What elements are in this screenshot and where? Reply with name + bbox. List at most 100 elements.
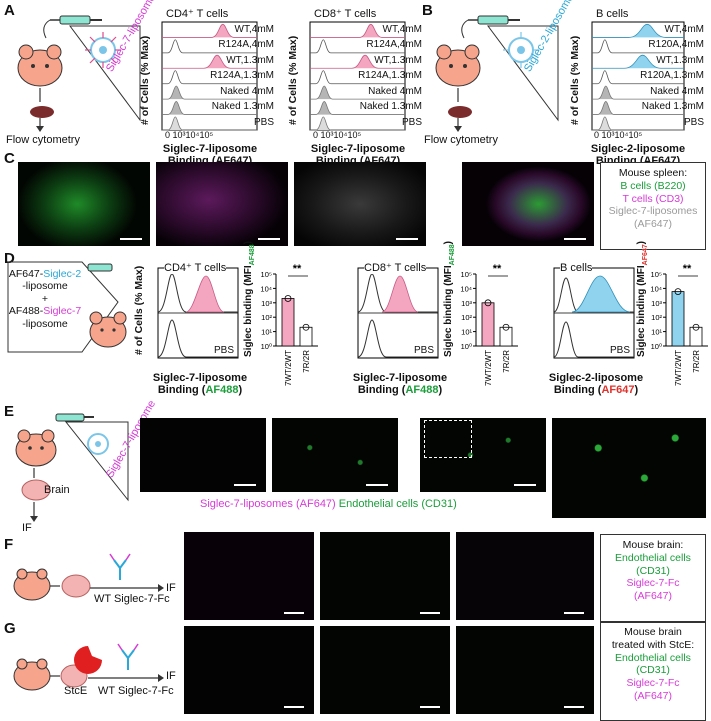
legend-f-cd31: (CD31) [636,564,670,577]
bar-tick-label: 10⁴ [650,284,662,293]
histogram-row-0 [592,23,684,38]
bar-category-label: 7WT/2WT [484,350,493,386]
histogram-row-label: Naked 1.3mM [211,101,274,113]
histogram-row-5 [310,101,405,115]
scale-bar [514,484,536,486]
histogram-row-label: PBS [253,116,274,128]
histogram-row-6 [310,116,405,131]
micrograph-f-merge [456,532,594,620]
micrograph-c-merge [462,162,594,246]
histogram-row-label: R124A,1.3mM [358,70,422,82]
bar-category-label: 7R/2R [502,350,511,373]
legend-c: Mouse spleen: B cells (B220) T cells (CD… [600,162,706,250]
ylabel-a1: # of Cells (% Max) [139,35,151,125]
bar-chart-d1: 10⁵ 10⁴ 10³ 10² 10¹ 10⁰ 7WT/2WT 7R/2R ** [260,263,318,386]
panel-label-b: B [422,2,433,19]
legend-c-af647: (AF647) [634,218,672,231]
histogram-row-4 [162,85,257,100]
ylabel-b: # of Cells (% Max) [569,35,581,125]
bar [689,326,703,347]
micrograph-f-cd31 [320,532,450,620]
bar-tick-label: 10¹ [461,328,472,337]
zoom-region-box [424,420,472,458]
bar-tick-label: 10⁰ [651,342,662,351]
syringe-icon [43,15,102,39]
mouse-injection-illustration-a [17,15,141,132]
micrograph-e-cd31 [272,418,398,492]
histogram-a1-title: CD4⁺ T cells [166,8,229,20]
histogram-row-label: R120A,4mM [648,39,704,51]
bar-tick-label: 10⁴ [260,284,272,293]
micrograph-c-cd3 [156,162,288,246]
histogram-row-label: WT,1.3mM [656,54,704,66]
micrograph-g-siglec7-fc [184,626,314,714]
histogram-d3-title: B cells [560,262,593,275]
histogram-row-5 [162,101,257,115]
micrograph-c-b220 [18,162,150,246]
xticks-a1: 0 10³10⁴10⁵ [165,130,214,140]
bar-tick-label: 10³ [461,299,472,308]
legend-f-endothelial: Endothelial cells [615,551,691,564]
bar-point [502,323,510,331]
histogram-row-label: PBS [683,116,704,128]
histogram-row-3 [310,70,405,85]
scale-bar [284,706,304,708]
micrograph-g-merge [456,626,594,714]
histogram-row-0 [310,23,405,38]
histogram-row-label: R120A,1.3mM [640,70,704,82]
mouse-injection-illustration-b [435,15,559,132]
histogram-row-1 [162,39,257,54]
bar-chart-d3: 10⁵ 10⁴ 10³ 10² 10¹ 10⁰ 7WT/2WT 7R/2R ** [650,263,708,386]
histogram-d3-pbs: PBS [610,345,631,356]
significance-marker: ** [683,263,692,275]
panel-label-e: E [4,403,15,420]
histogram-row-label: PBS [401,116,422,128]
legend-f-siglec7fc: Siglec-7-Fc [626,577,680,590]
scale-bar [284,612,304,614]
micrograph-f-siglec7-fc [184,532,314,620]
histogram-d3 [553,267,635,359]
histogram-a1 [161,21,258,131]
histogram-d2-title: CD8⁺ T cells [364,262,427,275]
bar-tick-label: 10³ [261,299,272,308]
bar-category-label: 7R/2R [302,350,311,373]
brain-label-e: Brain [44,484,70,496]
bar [299,326,313,347]
reagent-label-f: WT Siglec-7-Fc [94,593,170,605]
mouse-brain-stce-illustration-g [13,643,164,691]
liposome-icon [85,32,121,68]
mouse-icon [17,44,63,87]
histogram-row-label: Naked 4mM [220,85,274,97]
histogram-row-4 [592,85,684,100]
bar-point [674,288,682,295]
bar-tick-label: 10¹ [261,328,272,337]
legend-g-title1: Mouse brain [624,626,682,638]
panel-label-d: D [4,250,15,267]
legend-c-cd3: T cells (CD3) [622,192,684,205]
micrograph-g-cd31 [320,626,450,714]
legend-g-siglec7fc: Siglec-7-Fc [626,677,680,690]
xlabel-d1: Siglec-7-liposome Binding (AF488) [152,372,248,397]
mouse-brain-illustration-e [15,413,129,522]
scale-bar [564,238,586,240]
histogram-row-label: WT,4mM [234,24,274,35]
legend-f-title: Mouse brain: [622,539,684,551]
bar-category-label: 7R/2R [692,350,701,373]
legend-g-af647: (AF647) [634,689,672,702]
bar-chart-d2: 10⁵ 10⁴ 10³ 10² 10¹ 10⁰ 7WT/2WT 7R/2R ** [460,263,518,386]
micrograph-e-liposome [140,418,266,492]
panel-label-c: C [4,150,15,167]
bar-tick-label: 10⁴ [460,284,472,293]
histogram-row-1 [310,39,405,54]
histogram-a2 [309,21,406,131]
panel-label-g: G [4,620,16,637]
histogram-row-label: R124A,4mM [218,39,274,51]
bar [499,326,513,347]
histogram-row-5 [592,101,684,115]
histogram-row-2 [162,54,257,69]
legend-g: Mouse brain treated with StcE: Endotheli… [600,622,706,721]
histogram-row-3 [162,70,257,85]
histogram-row-label: R124A,1.3mM [210,70,274,82]
scale-bar [420,612,440,614]
histogram-b-title: B cells [596,8,629,20]
